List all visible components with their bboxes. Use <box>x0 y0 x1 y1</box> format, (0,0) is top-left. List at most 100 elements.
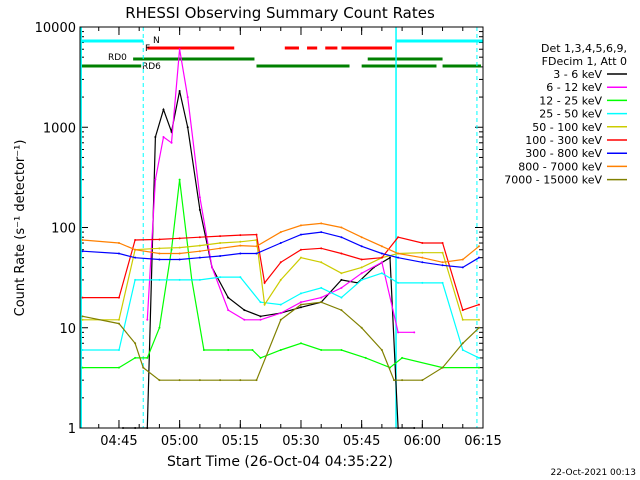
series-point <box>360 278 363 281</box>
series-line <box>82 272 480 359</box>
series-point <box>279 303 282 306</box>
series-point <box>178 178 181 181</box>
series-point <box>360 245 363 248</box>
state-bar-label-rd0: RD0 <box>108 53 127 63</box>
legend-entry-label: 300 - 800 keV <box>525 147 602 160</box>
series-line <box>123 90 415 429</box>
series-point <box>243 309 246 312</box>
series-point <box>380 348 383 351</box>
series-point <box>198 278 201 281</box>
series-point <box>364 356 367 359</box>
x-tick-label: 05:00 <box>161 434 198 449</box>
series-point <box>81 348 84 351</box>
series-point <box>198 196 201 199</box>
series-point <box>360 236 363 239</box>
series-point <box>320 348 323 351</box>
series-point <box>158 247 161 250</box>
series-point <box>279 278 282 281</box>
timestamp: 22-Oct-2021 00:13 <box>551 468 636 478</box>
series-point <box>360 266 363 269</box>
y-tick-label: 100 <box>51 222 76 237</box>
series-point <box>81 366 84 369</box>
series-point <box>397 331 400 334</box>
state-bar-label-f: F <box>145 44 150 54</box>
series-point <box>243 318 246 321</box>
x-tick-label: 04:45 <box>100 434 137 449</box>
series-point <box>397 281 400 284</box>
series-point <box>299 292 302 295</box>
series-point <box>142 366 145 369</box>
series-line <box>82 301 480 381</box>
y-tick-label: 10000 <box>35 21 76 36</box>
series-point <box>380 256 383 259</box>
series-point <box>320 301 323 304</box>
series-point <box>81 296 84 299</box>
series-point <box>461 266 464 269</box>
legend-entry-label: 25 - 50 keV <box>539 108 602 121</box>
series-point <box>279 261 282 264</box>
series-point <box>340 252 343 255</box>
series-point <box>461 309 464 312</box>
series-layer <box>81 48 480 429</box>
series-point <box>158 326 161 329</box>
series-point <box>263 303 266 306</box>
series-point <box>299 256 302 259</box>
series-point <box>198 236 201 239</box>
series-point <box>421 261 424 264</box>
series-point <box>146 318 149 321</box>
series-point <box>255 379 258 382</box>
series-point <box>158 238 161 241</box>
series-point <box>210 266 213 269</box>
x-tick-label: 06:15 <box>464 434 501 449</box>
series-point <box>134 356 137 359</box>
series-point <box>158 252 161 255</box>
series-point <box>146 356 149 359</box>
series-point <box>477 303 480 306</box>
series-point <box>219 235 222 238</box>
series-point <box>461 258 464 261</box>
series-point <box>320 222 323 225</box>
series-point <box>461 342 464 345</box>
legend-entry-label: 12 - 25 keV <box>539 94 602 107</box>
series-point <box>178 252 181 255</box>
series-point <box>299 301 302 304</box>
series-point <box>198 256 201 259</box>
series-point <box>380 252 383 255</box>
series-point <box>360 258 363 261</box>
series-point <box>219 276 222 279</box>
series-point <box>178 237 181 240</box>
state-bars-layer: NF RD0 RD6 <box>80 27 483 428</box>
series-point <box>340 236 343 239</box>
series-point <box>421 379 424 382</box>
series-point <box>134 239 137 242</box>
state-bar-label-rd6: RD6 <box>142 62 161 72</box>
series-point <box>279 348 282 351</box>
series-point <box>117 296 120 299</box>
legend: Det 1,3,4,5,6,9,FDecim 1, Att 03 - 6 keV… <box>504 42 627 187</box>
series-point <box>441 264 444 267</box>
series-point <box>198 208 201 211</box>
series-point <box>219 254 222 257</box>
series-point <box>117 366 120 369</box>
series-point <box>117 318 120 321</box>
y-tick-label: 1000 <box>43 121 76 136</box>
legend-entry-label: 800 - 7000 keV <box>518 160 602 173</box>
series-point <box>441 366 444 369</box>
series-point <box>340 348 343 351</box>
state-bar-label-n: N <box>153 36 160 46</box>
series-point <box>227 309 230 312</box>
legend-entry-label: 6 - 12 keV <box>546 81 602 94</box>
series-point <box>340 286 343 289</box>
chart-title: RHESSI Observing Summary Count Rates <box>125 4 435 22</box>
series-point <box>397 236 400 239</box>
series-point <box>219 379 222 382</box>
x-tick-label: 06:00 <box>404 434 441 449</box>
series-point <box>239 276 242 279</box>
series-point <box>239 234 242 237</box>
series-point <box>340 296 343 299</box>
series-point <box>299 224 302 227</box>
series-point <box>117 252 120 255</box>
series-point <box>360 326 363 329</box>
series-point <box>340 309 343 312</box>
